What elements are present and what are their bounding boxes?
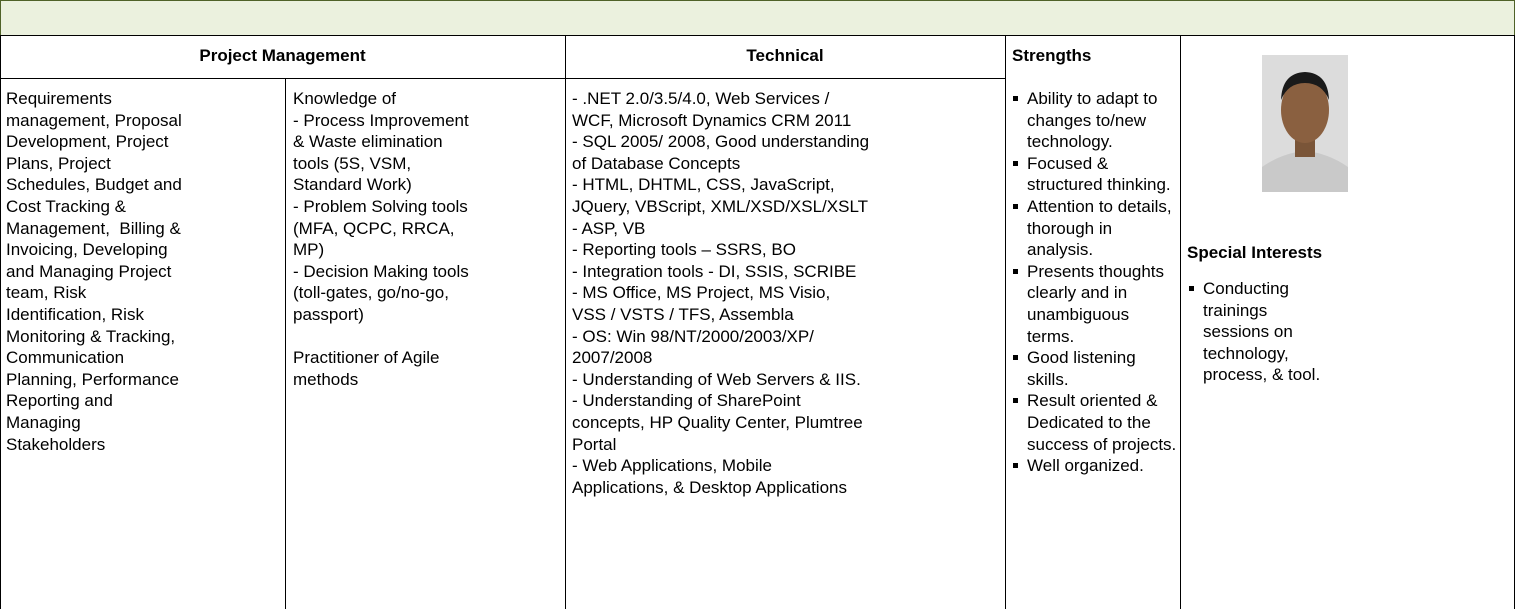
- text-line: Development, Project: [6, 132, 169, 152]
- text-line: Knowledge of: [293, 89, 397, 108]
- list-line: Conducting: [1203, 279, 1290, 298]
- text-line: - OS: Win 98/NT/2000/2003/XP/: [572, 326, 814, 346]
- list-line: terms.: [1027, 326, 1075, 346]
- header: Technical: [746, 46, 824, 65]
- text-line: - Understanding of Web Servers & IIS.: [572, 369, 861, 389]
- list-line: process, & tool.: [1203, 365, 1321, 385]
- text-line: - Understanding of SharePoint: [572, 391, 801, 411]
- list-line: Good listening: [1027, 348, 1136, 368]
- text-line: - MS Office, MS Project, MS Visio,: [572, 283, 831, 303]
- text-line: - Decision Making tools: [293, 261, 469, 281]
- list-line: clearly and in: [1027, 283, 1128, 303]
- text-line: team, Risk: [6, 283, 87, 303]
- text-line: - Web Applications, Mobile: [572, 456, 773, 476]
- text-line: - Integration tools - DI, SSIS, SCRIBE: [572, 261, 857, 281]
- text-line: & Waste elimination: [293, 132, 443, 152]
- list-line: Result oriented &: [1027, 391, 1158, 411]
- text-line: Applications, & Desktop Applications: [572, 477, 847, 497]
- text-line: and Managing Project: [6, 261, 172, 281]
- bullet: [1013, 463, 1018, 469]
- text-line: Managing: [6, 413, 81, 432]
- text-line: passport): [293, 305, 364, 324]
- text-line: - SQL 2005/ 2008, Good understanding: [572, 132, 870, 152]
- top-band: [0, 0, 1515, 35]
- text-line: Plans, Project: [6, 153, 111, 173]
- text-line: Communication: [6, 348, 125, 368]
- bullet: [1013, 96, 1018, 101]
- list-line: thorough in: [1027, 218, 1113, 238]
- text-line: 2007/2008: [572, 348, 653, 368]
- border: [565, 35, 566, 609]
- text-line: (toll-gates, go/no-go,: [293, 283, 449, 303]
- border: [285, 78, 286, 609]
- bullet: [1013, 268, 1018, 274]
- border: [0, 35, 1, 609]
- text-line: - HTML, DHTML, CSS, JavaScript,: [572, 175, 835, 195]
- text-line: Invoicing, Developing: [6, 240, 168, 260]
- border: [1180, 35, 1181, 609]
- text-line: Requirements: [6, 89, 112, 108]
- list-line: Ability to adapt to: [1027, 89, 1158, 108]
- text-line: management, Proposal: [6, 110, 182, 130]
- list-line: trainings: [1203, 300, 1268, 320]
- list-line: Attention to details,: [1027, 197, 1172, 216]
- text-line: MP): [293, 240, 325, 260]
- list-line: skills.: [1027, 369, 1069, 389]
- text-line: Schedules, Budget and: [6, 175, 182, 195]
- text-line: Management, Billing &: [6, 218, 181, 238]
- text-line: - .NET 2.0/3.5/4.0, Web Services /: [572, 89, 830, 108]
- text-line: - Problem Solving tools: [293, 197, 468, 216]
- text-line: Identification, Risk: [6, 305, 144, 324]
- text-line: concepts, HP Quality Center, Plumtree: [572, 413, 863, 432]
- header: Project Management: [199, 46, 366, 65]
- text-line: of Database Concepts: [572, 153, 741, 173]
- list-line: Presents thoughts: [1027, 261, 1165, 281]
- bullet: [1013, 204, 1018, 209]
- photo: [1262, 55, 1348, 192]
- text-line: WCF, Microsoft Dynamics CRM 2011: [572, 110, 852, 130]
- text-line: Planning, Performance: [6, 369, 179, 389]
- bullet: [1013, 160, 1018, 166]
- text-line: Stakeholders: [6, 434, 106, 454]
- text-line: JQuery, VBScript, XML/XSD/XSL/XSLT: [572, 197, 869, 216]
- list-line: unambiguous: [1027, 305, 1130, 324]
- list-line: sessions on: [1203, 322, 1293, 342]
- text-line: Portal: [572, 434, 617, 454]
- header: Strengths: [1012, 46, 1092, 65]
- text-line: (MFA, QCPC, RRCA,: [293, 218, 455, 238]
- text-line: Practitioner of Agile: [293, 348, 440, 368]
- list-line: Dedicated to the: [1027, 413, 1151, 432]
- bullet: [1013, 398, 1018, 404]
- text-line: Monitoring & Tracking,: [6, 326, 176, 346]
- text-line: - ASP, VB: [572, 218, 646, 238]
- text-line: - Reporting tools – SSRS, BO: [572, 240, 796, 260]
- border: [1005, 35, 1006, 609]
- border: [0, 78, 1005, 79]
- text-line: - Process Improvement: [293, 110, 469, 130]
- list-line: success of projects.: [1027, 434, 1177, 454]
- bullet: [1013, 355, 1018, 361]
- text-line: tools (5S, VSM,: [293, 153, 412, 173]
- list-line: analysis.: [1027, 240, 1094, 260]
- text-line: Standard Work): [293, 175, 412, 195]
- text-line: Cost Tracking &: [6, 197, 126, 216]
- bullet: [1189, 286, 1194, 291]
- text-line: methods: [293, 369, 359, 389]
- header: Special Interests: [1187, 243, 1323, 262]
- list-line: changes to/new: [1027, 110, 1147, 130]
- list-line: technology,: [1203, 343, 1289, 363]
- border: [0, 35, 1515, 36]
- list-line: structured thinking.: [1027, 175, 1171, 195]
- table: Project Management Technical Strengths S…: [0, 35, 1515, 609]
- list-line: Focused &: [1027, 153, 1109, 173]
- text-line: Reporting and: [6, 391, 113, 411]
- list-line: technology.: [1027, 132, 1113, 152]
- text-line: VSS / VSTS / TFS, Assembla: [572, 305, 794, 324]
- list-line: Well organized.: [1027, 456, 1144, 476]
